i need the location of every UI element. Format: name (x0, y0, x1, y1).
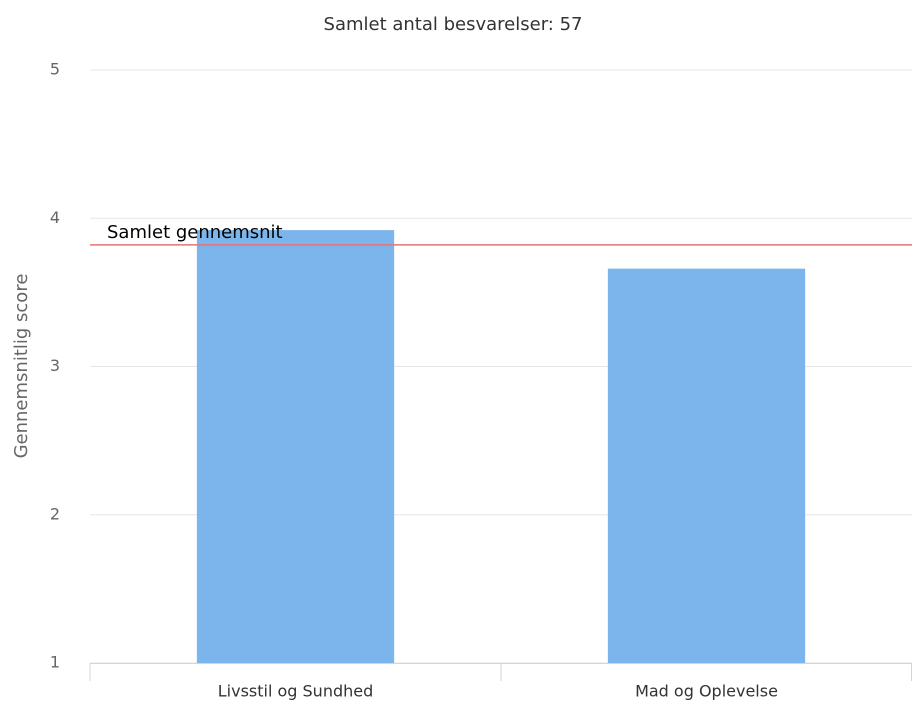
y-tick-label: 5 (50, 60, 60, 79)
y-tick-label: 2 (50, 504, 60, 523)
y-axis-title: Gennemsnitlig score (11, 274, 32, 459)
y-tick-label: 4 (50, 208, 60, 227)
y-tick-label: 1 (50, 653, 60, 672)
x-tick-label: Livsstil og Sundhed (218, 682, 374, 701)
x-tick-label: Mad og Oplevelse (635, 682, 778, 701)
bar (607, 268, 806, 663)
bar (196, 230, 395, 664)
chart-title: Samlet antal besvarelser: 57 (324, 14, 583, 35)
y-tick-label: 3 (50, 356, 60, 375)
reference-line-label: Samlet gennemsnit (107, 222, 283, 243)
